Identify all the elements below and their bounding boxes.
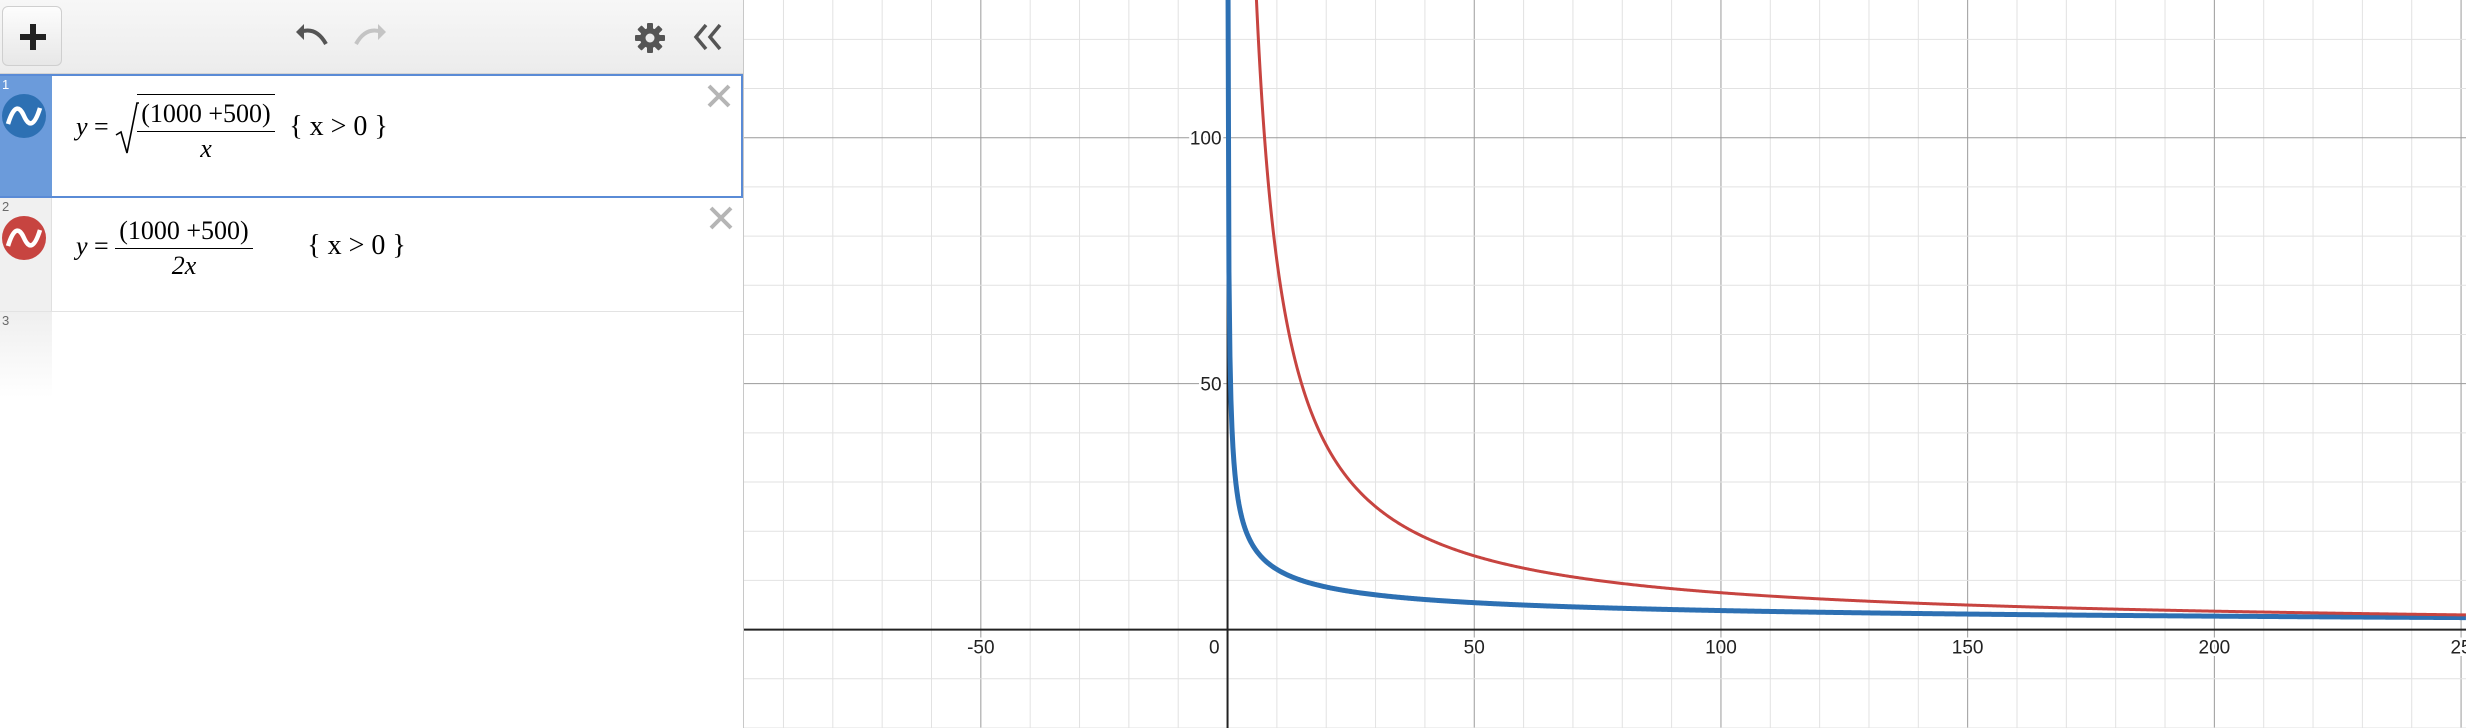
fraction: (1000 +500) 2x (115, 216, 253, 281)
wave-icon[interactable] (0, 214, 48, 262)
x-tick-label: 25 (2450, 638, 2466, 659)
y-tick-label: 100 (1190, 129, 1222, 150)
x-tick-label: -50 (967, 638, 994, 659)
undo-icon[interactable] (294, 20, 330, 50)
numerator: (1000 +500) (115, 216, 253, 249)
graph-canvas[interactable]: -50 0 50 100 150 200 25 50 100 (744, 0, 2466, 728)
expression-row-3[interactable]: 3 (0, 312, 743, 398)
add-expression-button[interactable] (2, 6, 62, 66)
close-icon[interactable] (707, 204, 735, 232)
numerator: (1000 +500) (137, 99, 275, 132)
redo-icon[interactable] (352, 20, 388, 50)
radical-sign (115, 102, 140, 154)
gear-icon[interactable] (634, 22, 666, 54)
expression-row-1[interactable]: 1 y = (1000 +500) x { x > 0 } (0, 74, 743, 198)
equals-sign: = (94, 231, 116, 261)
expression-tab[interactable]: 2 (0, 198, 52, 311)
x-tick-label: 0 (1209, 638, 1220, 659)
x-tick-label: 200 (2199, 638, 2231, 659)
expression-toolbar (0, 0, 743, 74)
plus-icon (20, 24, 46, 50)
curve-expression-1 (1225, 0, 2466, 621)
close-icon[interactable] (705, 82, 733, 110)
wave-icon[interactable] (0, 92, 48, 140)
expression-index: 1 (2, 77, 10, 92)
equals-sign: = (94, 111, 116, 141)
double-chevron-left-icon[interactable] (692, 22, 726, 52)
lhs-variable: y (76, 111, 88, 141)
y-tick-label: 50 (1200, 375, 1221, 396)
fraction: (1000 +500) x (137, 99, 275, 164)
restriction: { x > 0 } (289, 110, 388, 142)
expression-tab[interactable]: 3 (0, 312, 52, 398)
radical-bar: (1000 +500) x (137, 94, 275, 164)
expression-index: 3 (2, 313, 10, 328)
expression-tab[interactable]: 1 (0, 76, 52, 196)
lhs-variable: y (76, 231, 88, 261)
denominator: 2x (171, 251, 197, 280)
expression-panel: 1 y = (1000 +500) x { x > 0 } 2 (0, 0, 744, 728)
curve-expression-2 (1254, 0, 2466, 617)
graph-paper[interactable]: -50 0 50 100 150 200 25 50 100 (744, 0, 2466, 728)
denominator: x (200, 134, 212, 163)
restriction: { x > 0 } (307, 230, 406, 262)
expression-math[interactable]: y = (1000 +500) 2x { x > 0 } (76, 216, 406, 281)
x-tick-label: 100 (1705, 638, 1737, 659)
expression-index: 2 (2, 199, 10, 214)
expression-row-2[interactable]: 2 y = (1000 +500) 2x { x > 0 } (0, 198, 743, 312)
x-tick-label: 50 (1464, 638, 1485, 659)
expression-math[interactable]: y = (1000 +500) x { x > 0 } (76, 94, 388, 164)
x-tick-label: 150 (1952, 638, 1984, 659)
